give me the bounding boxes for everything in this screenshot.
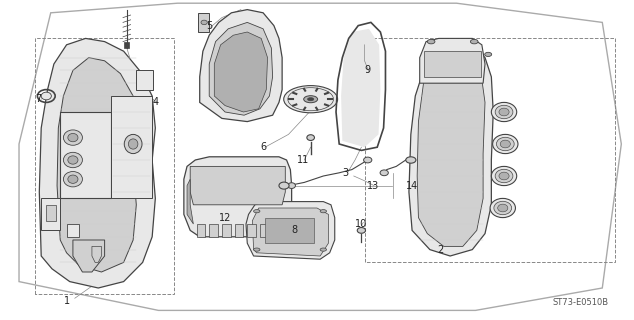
Polygon shape (409, 42, 493, 256)
Ellipse shape (63, 152, 82, 168)
Ellipse shape (491, 166, 517, 186)
Text: 6: 6 (260, 142, 266, 152)
Polygon shape (247, 224, 256, 237)
Ellipse shape (307, 98, 314, 101)
Ellipse shape (495, 105, 513, 119)
Polygon shape (197, 224, 205, 237)
Text: 13: 13 (366, 180, 379, 191)
Text: 14: 14 (406, 180, 418, 191)
Ellipse shape (490, 198, 515, 218)
Ellipse shape (279, 182, 289, 189)
Polygon shape (41, 198, 60, 230)
Polygon shape (190, 166, 285, 205)
Ellipse shape (427, 39, 435, 44)
Ellipse shape (499, 172, 509, 180)
Polygon shape (187, 179, 193, 224)
Polygon shape (252, 208, 328, 256)
Polygon shape (73, 240, 105, 272)
Polygon shape (111, 96, 152, 198)
Polygon shape (424, 51, 481, 77)
Text: 11: 11 (297, 155, 309, 165)
Ellipse shape (68, 133, 78, 142)
Polygon shape (417, 48, 485, 246)
Polygon shape (46, 205, 56, 221)
Ellipse shape (358, 228, 365, 233)
Polygon shape (60, 112, 111, 198)
Polygon shape (222, 224, 231, 237)
Polygon shape (273, 224, 281, 237)
Ellipse shape (494, 201, 512, 215)
Text: 8: 8 (292, 225, 298, 236)
Ellipse shape (201, 20, 207, 25)
Polygon shape (39, 38, 155, 288)
Ellipse shape (495, 169, 513, 183)
Polygon shape (265, 218, 314, 243)
Text: 4: 4 (152, 97, 158, 108)
Polygon shape (124, 42, 129, 48)
Text: 1: 1 (63, 296, 70, 306)
Polygon shape (246, 202, 335, 259)
Text: 10: 10 (355, 219, 368, 229)
Ellipse shape (288, 183, 295, 188)
Polygon shape (57, 58, 136, 272)
Text: 7: 7 (35, 94, 41, 104)
Ellipse shape (254, 210, 260, 213)
Ellipse shape (63, 172, 82, 187)
Ellipse shape (498, 204, 508, 212)
Ellipse shape (307, 135, 314, 140)
Ellipse shape (500, 140, 510, 148)
Ellipse shape (320, 210, 327, 213)
Polygon shape (184, 157, 292, 237)
Polygon shape (209, 22, 273, 115)
Ellipse shape (63, 130, 82, 145)
Polygon shape (136, 70, 153, 90)
Text: 3: 3 (342, 168, 349, 178)
Ellipse shape (363, 157, 372, 163)
Ellipse shape (470, 39, 478, 44)
Polygon shape (285, 224, 294, 237)
Text: 5: 5 (206, 20, 212, 31)
Ellipse shape (380, 170, 388, 176)
Polygon shape (260, 224, 269, 237)
Ellipse shape (41, 92, 51, 100)
Ellipse shape (140, 79, 152, 88)
Polygon shape (341, 29, 380, 147)
Ellipse shape (68, 175, 78, 183)
Ellipse shape (124, 134, 142, 154)
Polygon shape (235, 224, 243, 237)
Text: 2: 2 (437, 244, 444, 255)
Ellipse shape (484, 52, 492, 56)
Ellipse shape (128, 139, 138, 149)
Polygon shape (214, 32, 268, 112)
Polygon shape (92, 246, 101, 262)
Ellipse shape (499, 108, 509, 116)
Polygon shape (198, 13, 209, 32)
Ellipse shape (406, 157, 416, 163)
Ellipse shape (493, 134, 518, 154)
Ellipse shape (491, 102, 517, 122)
Ellipse shape (68, 156, 78, 164)
Polygon shape (209, 224, 218, 237)
Ellipse shape (254, 248, 260, 251)
Polygon shape (67, 224, 79, 237)
Polygon shape (200, 10, 282, 122)
Text: 12: 12 (219, 212, 231, 223)
Ellipse shape (283, 86, 337, 113)
Text: ST73-E0510B: ST73-E0510B (552, 298, 609, 307)
Text: 9: 9 (365, 65, 371, 76)
Ellipse shape (496, 137, 514, 151)
Ellipse shape (304, 96, 318, 103)
Ellipse shape (320, 248, 327, 251)
Polygon shape (420, 38, 485, 83)
